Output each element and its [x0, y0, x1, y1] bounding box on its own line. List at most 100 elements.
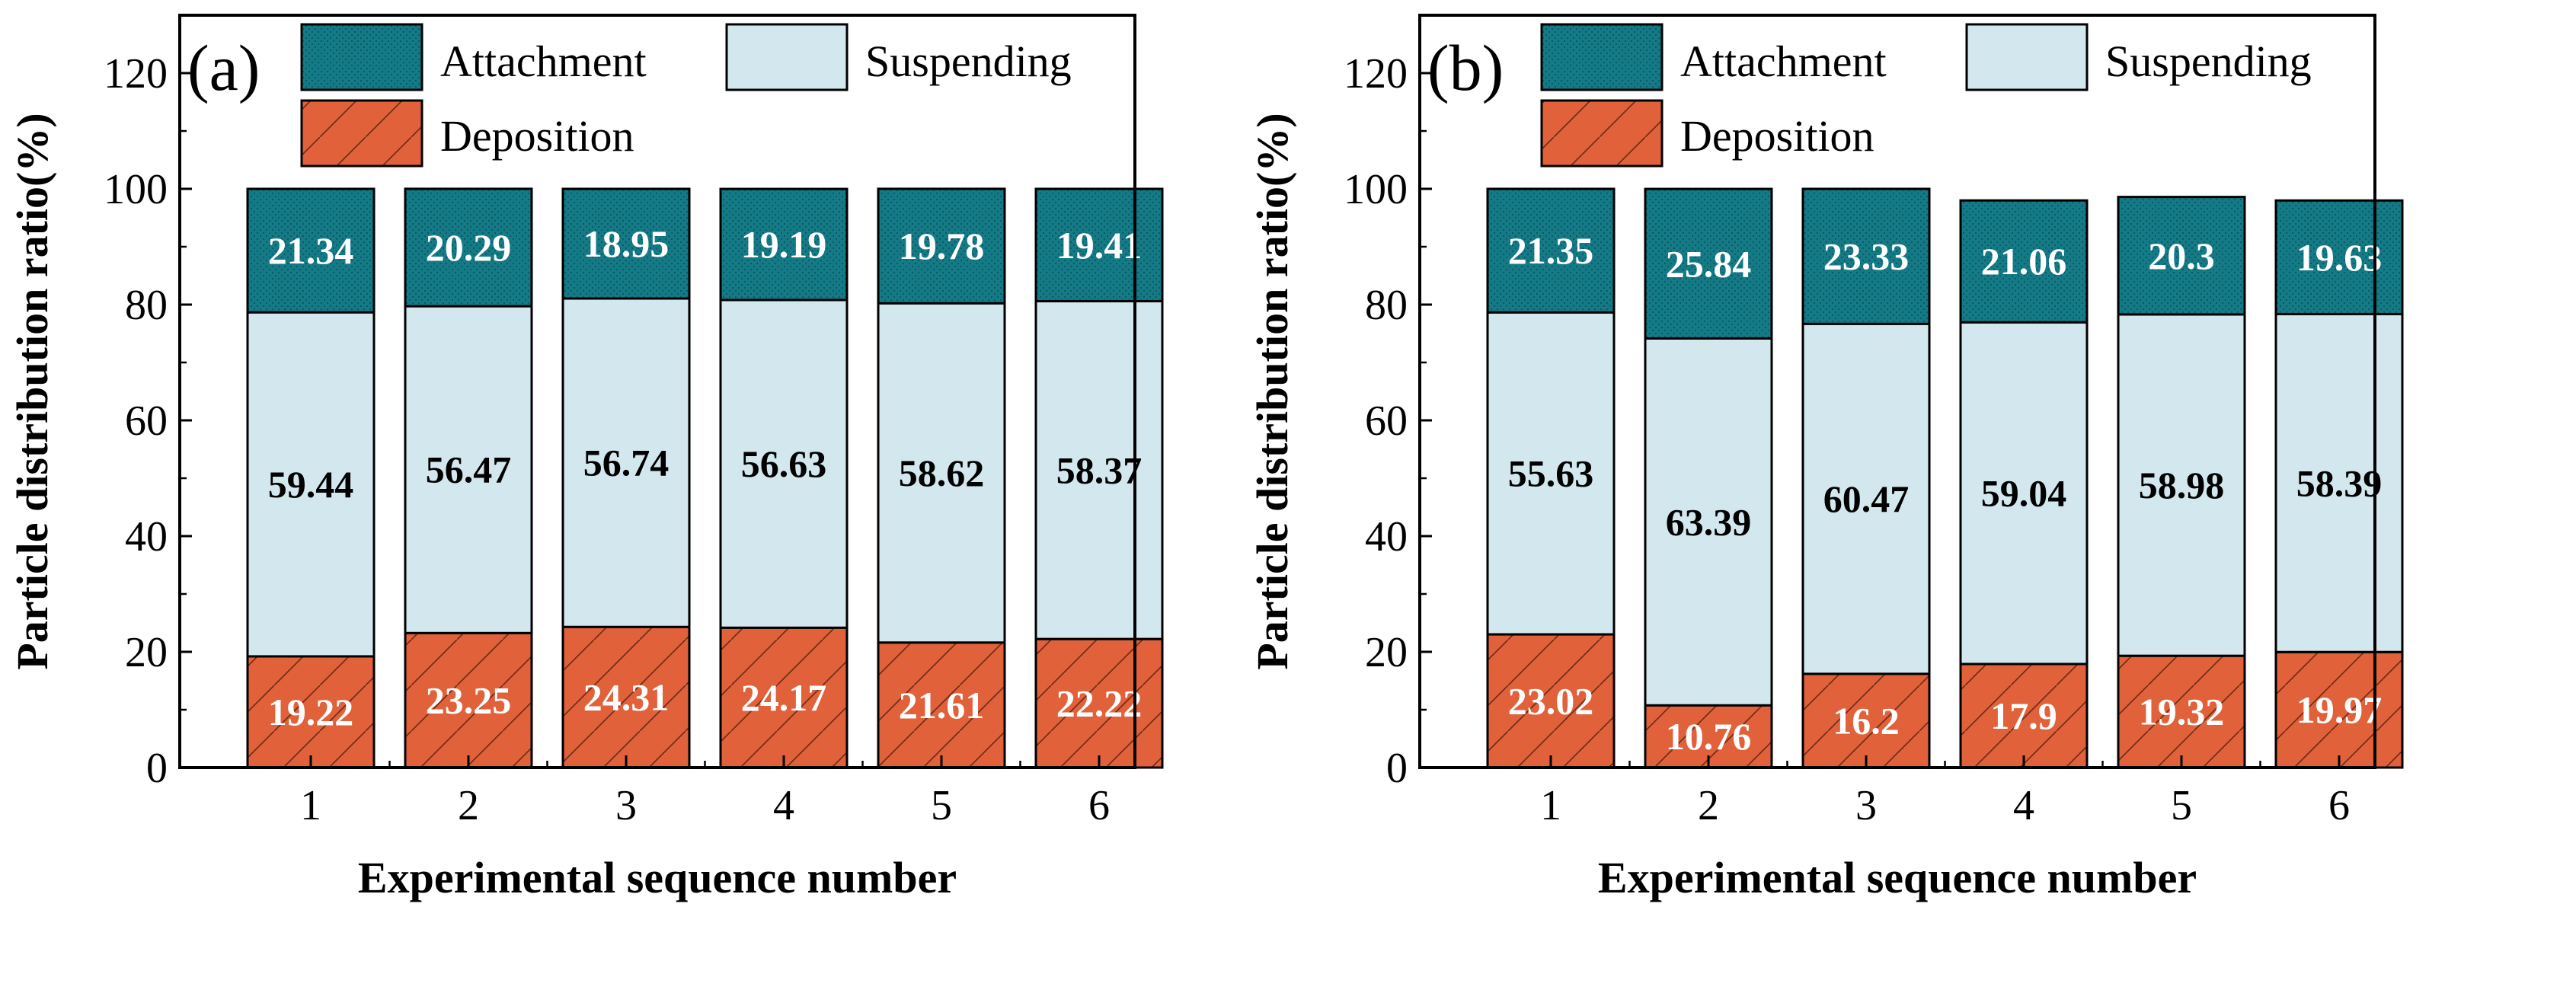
panel-a-bar-deposition-5 — [877, 641, 1006, 769]
panel-a-label: (a) — [187, 31, 260, 104]
panel-a-y-axis-title: Particle distribution ratio(%) — [8, 113, 57, 669]
panel-a-x-tick-label: 5 — [931, 782, 952, 829]
panel-b-value-label-attachment-3: 23.33 — [1823, 235, 1910, 278]
legend-suspending-swatch — [725, 23, 849, 91]
panel-b-bar-attachment-6 — [2274, 199, 2404, 315]
panel-a-value-label-deposition-5: 21.61 — [899, 684, 985, 726]
panel-a-bar-attachment-3 — [561, 187, 691, 300]
panel-b-bar-suspending-3 — [1801, 322, 1931, 675]
panel-b-bar-attachment-3 — [1801, 187, 1931, 325]
panel-a-value-label-attachment-4: 19.19 — [741, 223, 827, 266]
panel-a-bar-suspending-4 — [719, 299, 849, 629]
panel-a-x-axis-title: Experimental sequence number — [358, 853, 957, 902]
panel-b-y-tick-label: 20 — [1365, 629, 1408, 676]
legend-deposition-swatch — [1540, 99, 1664, 168]
panel-b-bar-suspending-5 — [2117, 313, 2246, 657]
panel-b-value-label-deposition-3: 16.2 — [1833, 699, 1900, 742]
panel-a-legend: Attachment Suspending Deposition — [300, 23, 1072, 168]
legend-suspending-swatch — [1965, 23, 2089, 91]
legend-attachment-label: Attachment — [440, 37, 647, 86]
panel-b-value-label-suspending-1: 55.63 — [1508, 452, 1594, 495]
legend-deposition-swatch — [300, 99, 423, 168]
panel-a-value-label-suspending-3: 56.74 — [583, 442, 670, 484]
legend-suspending-label: Suspending — [2105, 37, 2312, 86]
panel-b-bar-deposition-5 — [2117, 654, 2246, 769]
panel-a-frame — [178, 14, 1136, 769]
panel-a: 0 20 40 60 80 100 120 19.22 59.44 21.34 1 23.25 56.4… — [8, 14, 1164, 902]
panel-a-value-label-deposition-2: 23.25 — [426, 679, 512, 722]
panel-b-frame — [1418, 14, 2376, 769]
panel-a-value-label-attachment-5: 19.78 — [899, 225, 985, 267]
panel-a-x-tick-label: 2 — [458, 782, 479, 829]
panel-a-bar-deposition-6 — [1034, 637, 1164, 769]
panel-a-y-tick-label: 120 — [104, 50, 168, 97]
panel-b-x-axis-title: Experimental sequence number — [1598, 853, 2197, 902]
panel-a-bar-suspending-1 — [246, 311, 376, 658]
panel-b-bar-attachment-1 — [1486, 187, 1616, 314]
panel-a-bar-attachment-1 — [246, 187, 376, 314]
panel-b-x-tick-label: 5 — [2171, 782, 2192, 829]
panel-a-bar-suspending-6 — [1034, 300, 1164, 640]
panel-a-value-label-deposition-1: 19.22 — [268, 691, 354, 733]
panel-b-y-tick-label: 120 — [1344, 50, 1408, 97]
panel-b-bar-deposition-1 — [1486, 633, 1616, 769]
panel-b-y-tick-label: 100 — [1344, 166, 1408, 213]
panel-b-value-label-suspending-4: 59.04 — [1981, 472, 2067, 515]
panel-a-bar-deposition-2 — [404, 631, 533, 769]
panel-b-plot: 0 20 40 60 80 100 120 23.02 55.63 21.35 1 10.76 63.3… — [1344, 50, 2404, 829]
panel-b-value-label-attachment-1: 21.35 — [1508, 229, 1594, 272]
panel-a-plot: 0 20 40 60 80 100 120 19.22 59.44 21.34 1 23.25 56.4… — [104, 50, 1164, 829]
panel-b-value-label-attachment-5: 20.3 — [2148, 235, 2215, 277]
panel-a-x-tick-label: 6 — [1088, 782, 1110, 829]
panel-b-x-tick-label: 1 — [1540, 782, 1561, 829]
panel-b-value-label-suspending-5: 58.98 — [2139, 464, 2225, 506]
panel-b-bar-suspending-1 — [1486, 311, 1616, 636]
panel-b-value-label-deposition-2: 10.76 — [1666, 715, 1752, 758]
panel-a-value-label-attachment-1: 21.34 — [268, 229, 354, 272]
panel-a-value-label-deposition-4: 24.17 — [741, 676, 827, 719]
panel-b-value-label-attachment-4: 21.06 — [1981, 240, 2067, 283]
legend-attachment-label: Attachment — [1680, 37, 1887, 86]
panel-b-value-label-suspending-3: 60.47 — [1823, 477, 1910, 520]
panel-b-x-tick-label: 4 — [2013, 782, 2034, 829]
panel-b-y-tick-label: 0 — [1386, 745, 1408, 792]
legend-suspending-label: Suspending — [865, 37, 1072, 86]
panel-a-bar-attachment-6 — [1034, 187, 1164, 303]
panel-b-value-label-deposition-5: 19.32 — [2139, 691, 2225, 733]
panel-b-x-tick-label: 2 — [1698, 782, 1719, 829]
panel-b-bar-suspending-4 — [1959, 321, 2089, 666]
panel-a-value-label-deposition-6: 22.22 — [1056, 682, 1143, 725]
panel-a-value-label-suspending-4: 56.63 — [741, 442, 827, 485]
panel-a-y-tick-label: 0 — [146, 745, 168, 792]
panel-a-bar-suspending-3 — [561, 297, 691, 628]
panel-b-value-label-deposition-6: 19.97 — [2296, 688, 2383, 731]
panel-a-bar-attachment-2 — [404, 187, 533, 308]
panel-b-value-label-deposition-4: 17.9 — [1990, 694, 2057, 737]
panel-b: 0 20 40 60 80 100 120 23.02 55.63 21.35 1 10.76 63.3… — [1248, 14, 2404, 902]
panel-b-value-label-deposition-1: 23.02 — [1508, 680, 1594, 723]
panel-b-value-label-suspending-2: 63.39 — [1666, 500, 1752, 543]
panel-a-bar-attachment-4 — [719, 187, 849, 302]
panel-b-legend: Attachment Suspending Deposition — [1540, 23, 2312, 168]
panel-b-bar-deposition-4 — [1959, 663, 2089, 769]
panel-a-value-label-suspending-5: 58.62 — [899, 452, 985, 494]
panel-b-y-tick-label: 40 — [1365, 513, 1408, 560]
panel-b-bar-attachment-5 — [2117, 196, 2246, 316]
panel-a-value-label-suspending-2: 56.47 — [426, 449, 512, 491]
panel-a-value-label-suspending-6: 58.37 — [1056, 449, 1143, 491]
legend-attachment-swatch — [1540, 23, 1664, 91]
legend-deposition-label: Deposition — [1680, 111, 1874, 161]
panel-a-value-label-attachment-2: 20.29 — [426, 226, 512, 269]
legend-deposition-label: Deposition — [440, 111, 634, 161]
panel-b-bar-attachment-4 — [1959, 199, 2089, 324]
panel-b-value-label-attachment-2: 25.84 — [1666, 242, 1752, 285]
panel-b-x-tick-label: 3 — [1855, 782, 1877, 829]
legend-attachment-swatch — [300, 23, 423, 91]
panel-b-label: (b) — [1427, 31, 1504, 104]
panel-b-bar-suspending-6 — [2274, 312, 2404, 653]
panel-a-y-tick-label: 60 — [125, 398, 168, 445]
panel-a-bar-suspending-2 — [404, 305, 533, 634]
panel-a-x-tick-label: 4 — [773, 782, 794, 829]
panel-b-bar-attachment-2 — [1644, 187, 1773, 340]
